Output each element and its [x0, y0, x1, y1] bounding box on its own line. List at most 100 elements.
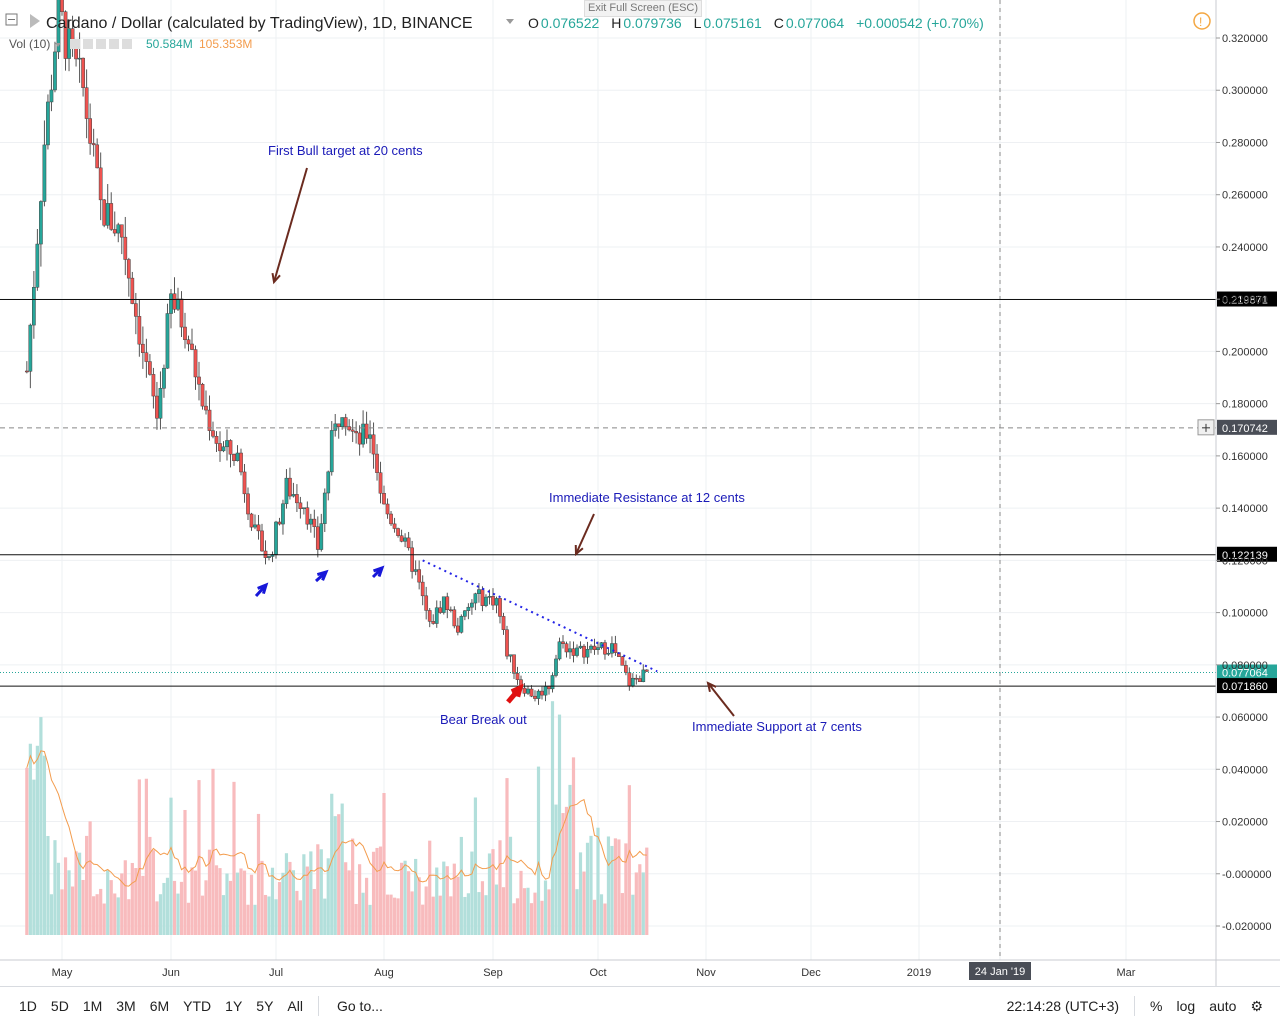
range-5y-button[interactable]: 5Y — [256, 998, 274, 1014]
candle-down — [197, 376, 201, 385]
candle-down — [133, 303, 138, 317]
range-5d-button[interactable]: 5D — [50, 998, 69, 1014]
exit-fullscreen-button[interactable]: Exit Full Screen (ESC) — [584, 0, 703, 17]
candle-down — [522, 687, 527, 694]
volume-bar — [106, 870, 110, 935]
candle-up — [235, 452, 240, 462]
candle-down — [445, 596, 450, 610]
volume-bar — [431, 896, 435, 935]
add-icon[interactable] — [109, 39, 119, 49]
candle-down — [63, 11, 68, 59]
range-3m-button[interactable]: 3M — [116, 998, 136, 1014]
volume-bar — [344, 862, 348, 935]
volume-chevron-icon[interactable] — [55, 43, 61, 47]
time-tick-label: Jul — [269, 967, 283, 979]
price-chart[interactable]: 0.219871 0.170742 0.122139 0.077064 0.071860… — [0, 0, 1280, 986]
volume-bar — [67, 870, 71, 935]
candle-down — [260, 530, 264, 552]
candle-down — [364, 423, 369, 439]
candle-down — [375, 453, 379, 473]
range-all-button[interactable]: All — [287, 998, 303, 1014]
volume-bar — [295, 890, 299, 935]
candle-up — [568, 648, 572, 653]
price-tick-label: 0.060000 — [1222, 712, 1268, 724]
candle-up — [284, 477, 289, 505]
candle-up — [526, 688, 530, 694]
volume-bar — [190, 867, 194, 935]
volume-ma-value: 105.353M — [199, 37, 252, 51]
candle-down — [218, 443, 222, 452]
price-tick-label: 0.320000 — [1222, 33, 1268, 45]
candle-down — [431, 621, 436, 624]
range-1d-button[interactable]: 1D — [19, 998, 37, 1014]
volume-bar — [392, 897, 397, 935]
candle-up — [610, 643, 614, 654]
candle-up — [319, 523, 324, 550]
eye-icon[interactable] — [70, 39, 80, 49]
time-axis[interactable]: May Jun Jul Aug Sep Oct Nov Dec 2019 24 Jan '19 Ma… — [0, 959, 1280, 980]
support-bounce-arrow-head — [257, 582, 269, 595]
volume-bar — [239, 868, 243, 935]
volume-bar — [337, 814, 341, 935]
candle-down — [385, 503, 390, 515]
volume-bar — [557, 714, 562, 935]
auto-toggle[interactable]: auto — [1209, 998, 1237, 1014]
candle-down — [98, 167, 103, 201]
log-toggle[interactable]: log — [1176, 998, 1196, 1014]
candle-down — [501, 616, 506, 630]
candle-up — [291, 494, 296, 497]
candle-down — [179, 298, 184, 328]
volume-bar — [368, 904, 372, 935]
volume-bar — [592, 899, 597, 935]
volume-bar — [456, 876, 460, 935]
range-1m-button[interactable]: 1M — [82, 998, 103, 1014]
candle-up — [543, 686, 548, 696]
volume-bar — [120, 873, 124, 935]
gear-icon[interactable]: ⚙ — [1250, 997, 1263, 1014]
candle-up — [361, 423, 365, 445]
goto-button[interactable]: Go to... — [336, 998, 383, 1014]
trendline — [422, 559, 658, 673]
warning-icon[interactable] — [1193, 12, 1211, 30]
volume-bar — [515, 898, 520, 935]
percent-toggle[interactable]: % — [1150, 998, 1163, 1014]
support-arrow-head — [706, 681, 717, 693]
price-axis[interactable]: 0.320000 0.300000 0.280000 0.260000 0.240000… — [1215, 0, 1272, 986]
resistance-trendline[interactable] — [422, 559, 658, 673]
volume-bar — [480, 881, 485, 935]
volume-bar — [463, 896, 467, 935]
candle-down — [347, 426, 352, 431]
candle-up — [49, 89, 54, 103]
volume-bar — [491, 849, 495, 935]
range-6m-button[interactable]: 6M — [149, 998, 170, 1014]
more-icon[interactable] — [122, 39, 132, 49]
volume-bar — [347, 870, 351, 935]
collapse-icon[interactable] — [5, 13, 18, 26]
candle-down — [91, 143, 96, 146]
candle-up — [56, 0, 61, 53]
volume-bar — [253, 904, 257, 935]
volume-bar — [298, 900, 302, 935]
chevron-down-icon[interactable] — [506, 19, 514, 24]
candle-down — [417, 569, 422, 583]
level-price-badge — [1217, 291, 1277, 307]
price-tick-label: 0.120000 — [1222, 555, 1268, 567]
time-tick-label: Oct — [589, 967, 606, 979]
close-icon[interactable] — [96, 39, 106, 49]
time-display[interactable]: 22:14:28 (UTC+3) — [1006, 998, 1120, 1014]
volume-label: Vol (10) — [9, 37, 50, 51]
candle-up — [578, 645, 583, 649]
volume-bar — [424, 886, 428, 935]
candle-down — [277, 521, 282, 525]
volume-bar — [634, 872, 638, 935]
price-tick-label: 0.280000 — [1222, 137, 1268, 149]
range-ytd-button[interactable]: YTD — [183, 998, 212, 1014]
range-1y-button[interactable]: 1Y — [225, 998, 243, 1014]
level-price-badge — [1217, 546, 1277, 562]
volume-bar — [193, 870, 198, 935]
settings-icon[interactable] — [83, 39, 93, 49]
candle-down — [102, 199, 107, 226]
candle-down — [228, 440, 233, 455]
volume-bar — [113, 893, 117, 935]
price-tick-label: 0.160000 — [1222, 451, 1268, 463]
